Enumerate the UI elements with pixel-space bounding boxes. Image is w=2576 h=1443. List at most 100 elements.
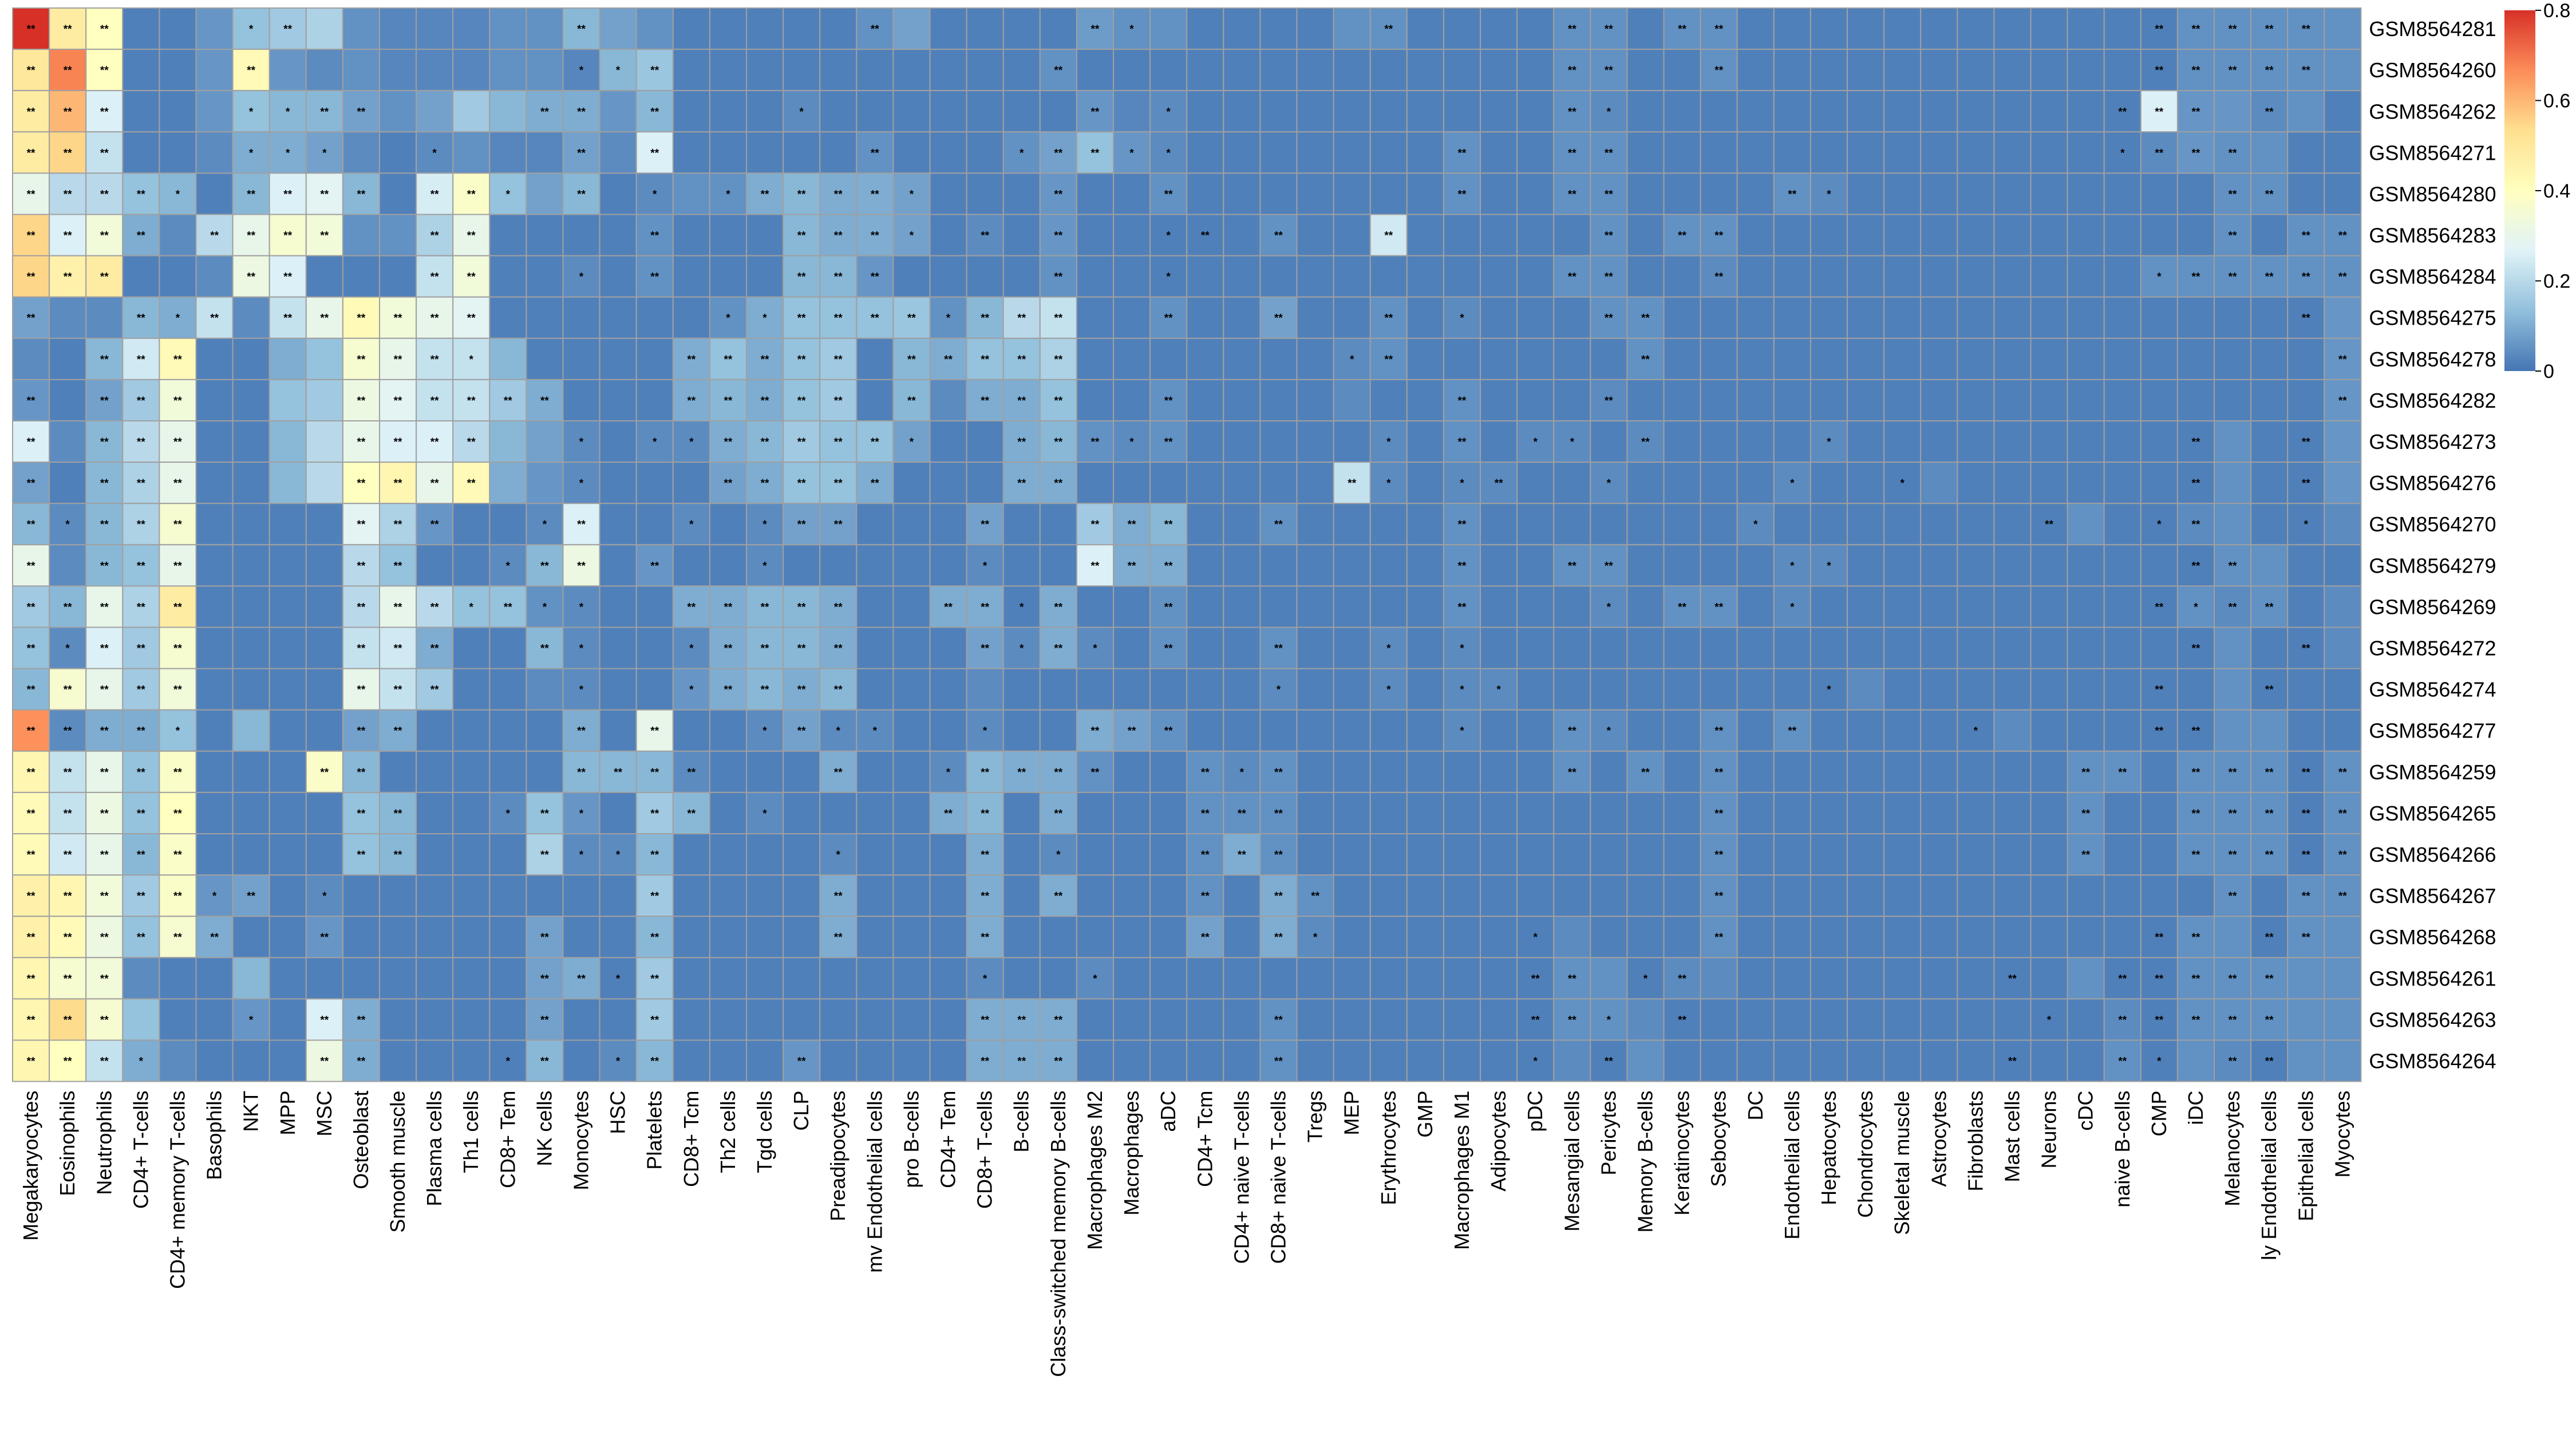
heatmap-cell [856, 544, 894, 587]
heatmap-cell [1626, 916, 1665, 959]
significance-mark: ** [2338, 849, 2347, 861]
heatmap-cell [379, 7, 417, 50]
significance-mark: * [762, 560, 767, 572]
heatmap-cell [2250, 214, 2289, 257]
heatmap-cell [1847, 172, 1885, 215]
significance-mark: * [322, 890, 327, 902]
significance-mark: ** [2302, 932, 2310, 944]
heatmap-cell [599, 998, 637, 1041]
significance-mark: ** [687, 395, 696, 407]
significance-mark: ** [834, 932, 843, 944]
heatmap-cell [2103, 172, 2142, 215]
heatmap-cell [709, 709, 748, 752]
column-label: cDC [2074, 1091, 2097, 1131]
significance-mark: ** [1605, 65, 1613, 77]
heatmap-cell [1369, 957, 1408, 1000]
heatmap-cell [1113, 1039, 1151, 1082]
heatmap-cell [12, 462, 50, 504]
heatmap-cell [379, 544, 417, 587]
significance-mark: ** [761, 643, 769, 655]
heatmap-cell [12, 337, 50, 380]
heatmap-cell [489, 49, 527, 92]
heatmap-cell [2214, 7, 2252, 50]
significance-mark: ** [2338, 230, 2347, 242]
significance-mark: * [1607, 601, 1611, 613]
significance-mark: * [616, 65, 621, 77]
heatmap-cell [489, 503, 527, 546]
heatmap-cell [1296, 585, 1334, 628]
heatmap-cell [1002, 833, 1041, 876]
heatmap-cell [1809, 709, 1848, 752]
heatmap-cell [1333, 49, 1371, 92]
heatmap-cell [2287, 791, 2325, 835]
heatmap-cell [1773, 7, 1811, 50]
column-label: pro B-cells [899, 1091, 923, 1188]
heatmap-cell [2214, 668, 2252, 711]
heatmap-cell [159, 49, 197, 92]
heatmap-cell [1186, 503, 1224, 546]
heatmap-cell [746, 49, 784, 92]
heatmap-cell [2176, 379, 2215, 422]
heatmap-cell [2140, 131, 2178, 174]
heatmap-cell [2103, 7, 2142, 50]
heatmap-cell [1773, 833, 1811, 876]
heatmap-cell [452, 131, 491, 174]
heatmap-cell [1957, 998, 1995, 1041]
heatmap-cell [746, 998, 784, 1041]
heatmap-cell [2030, 379, 2068, 422]
significance-mark: ** [2265, 932, 2274, 944]
heatmap-cell [1993, 1039, 2032, 1082]
heatmap-cell [672, 255, 710, 298]
heatmap-cell [2250, 296, 2289, 339]
heatmap-cell [783, 585, 821, 628]
significance-mark: ** [540, 973, 549, 985]
heatmap-cell [1663, 791, 1701, 835]
significance-mark: * [983, 560, 987, 572]
heatmap-cell [195, 90, 234, 133]
heatmap-cell [1993, 131, 2032, 174]
heatmap-cell [1553, 668, 1591, 711]
heatmap-cell [599, 833, 637, 876]
heatmap-cell [599, 626, 637, 669]
heatmap-cell [892, 255, 931, 298]
heatmap-cell [1883, 49, 1922, 92]
significance-mark: ** [981, 767, 989, 779]
heatmap-cell [1957, 544, 1995, 587]
significance-mark: * [1607, 726, 1611, 738]
heatmap-cell [929, 1039, 967, 1082]
heatmap-cell [1259, 791, 1298, 835]
heatmap-cell [1773, 668, 1811, 711]
significance-mark: ** [650, 147, 659, 159]
heatmap-cell [12, 131, 50, 174]
heatmap-cell [746, 1039, 784, 1082]
heatmap-cell [49, 709, 87, 752]
significance-mark: ** [320, 1014, 329, 1026]
heatmap-cell [1736, 833, 1775, 876]
legend-tick-label: 0.4 [2543, 180, 2570, 202]
heatmap-cell [342, 7, 381, 50]
heatmap-cell [1736, 214, 1775, 257]
significance-mark: ** [320, 230, 329, 242]
heatmap-cell [1809, 337, 1848, 380]
heatmap-cell [489, 916, 527, 959]
heatmap-cell [452, 791, 491, 835]
significance-mark: * [506, 560, 511, 572]
heatmap-cell [1406, 296, 1444, 339]
heatmap-cell [1847, 833, 1885, 876]
heatmap-cell [195, 7, 234, 50]
heatmap-cell [746, 7, 784, 50]
heatmap-cell [2287, 544, 2325, 587]
heatmap-cell [122, 131, 160, 174]
heatmap-cell [12, 626, 50, 669]
heatmap-cell [819, 337, 858, 380]
column-label: Epithelial cells [2294, 1091, 2317, 1221]
heatmap-cell [1809, 172, 1848, 215]
significance-mark: ** [1384, 354, 1393, 366]
heatmap-cell [1590, 791, 1628, 835]
significance-mark: * [1386, 643, 1391, 655]
significance-mark: ** [1164, 395, 1173, 407]
heatmap-cell [1590, 957, 1628, 1000]
heatmap-cell [1223, 90, 1261, 133]
heatmap-cell [268, 957, 307, 1000]
heatmap-cell [1002, 255, 1041, 298]
